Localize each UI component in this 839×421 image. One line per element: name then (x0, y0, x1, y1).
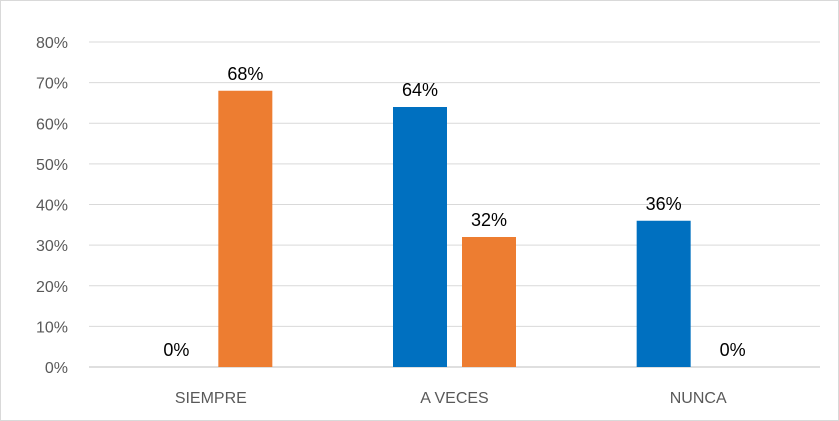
bar (393, 107, 447, 367)
y-tick-label: 70% (36, 76, 68, 93)
data-label: 64% (402, 80, 438, 100)
category-label: NUNCA (670, 390, 727, 407)
y-tick-label: 80% (36, 35, 68, 52)
y-tick-label: 0% (45, 360, 68, 377)
gridlines (89, 41, 820, 368)
y-tick-label: 50% (36, 157, 68, 174)
bar (636, 220, 691, 367)
data-label: 68% (227, 64, 263, 84)
y-tick-label: 20% (36, 279, 68, 296)
bar (462, 237, 516, 367)
y-axis-ticks: 0% 10% 20% 30% 40% 50% 60% 70% 80% (36, 35, 68, 377)
y-tick-label: 40% (36, 198, 68, 215)
bar (218, 90, 273, 367)
y-tick-label: 60% (36, 116, 68, 133)
y-tick-label: 30% (36, 238, 68, 255)
data-label: 0% (720, 340, 746, 360)
data-label: 36% (646, 194, 682, 214)
data-label: 0% (163, 340, 189, 360)
data-labels: 0% 68% 64% 32% 36% 0% (163, 64, 745, 360)
category-label: A VECES (420, 390, 488, 407)
y-tick-label: 10% (36, 319, 68, 336)
category-label: SIEMPRE (175, 390, 247, 407)
bars (218, 90, 691, 367)
x-axis-categories: SIEMPRE A VECES NUNCA (175, 390, 727, 407)
data-label: 32% (471, 210, 507, 230)
